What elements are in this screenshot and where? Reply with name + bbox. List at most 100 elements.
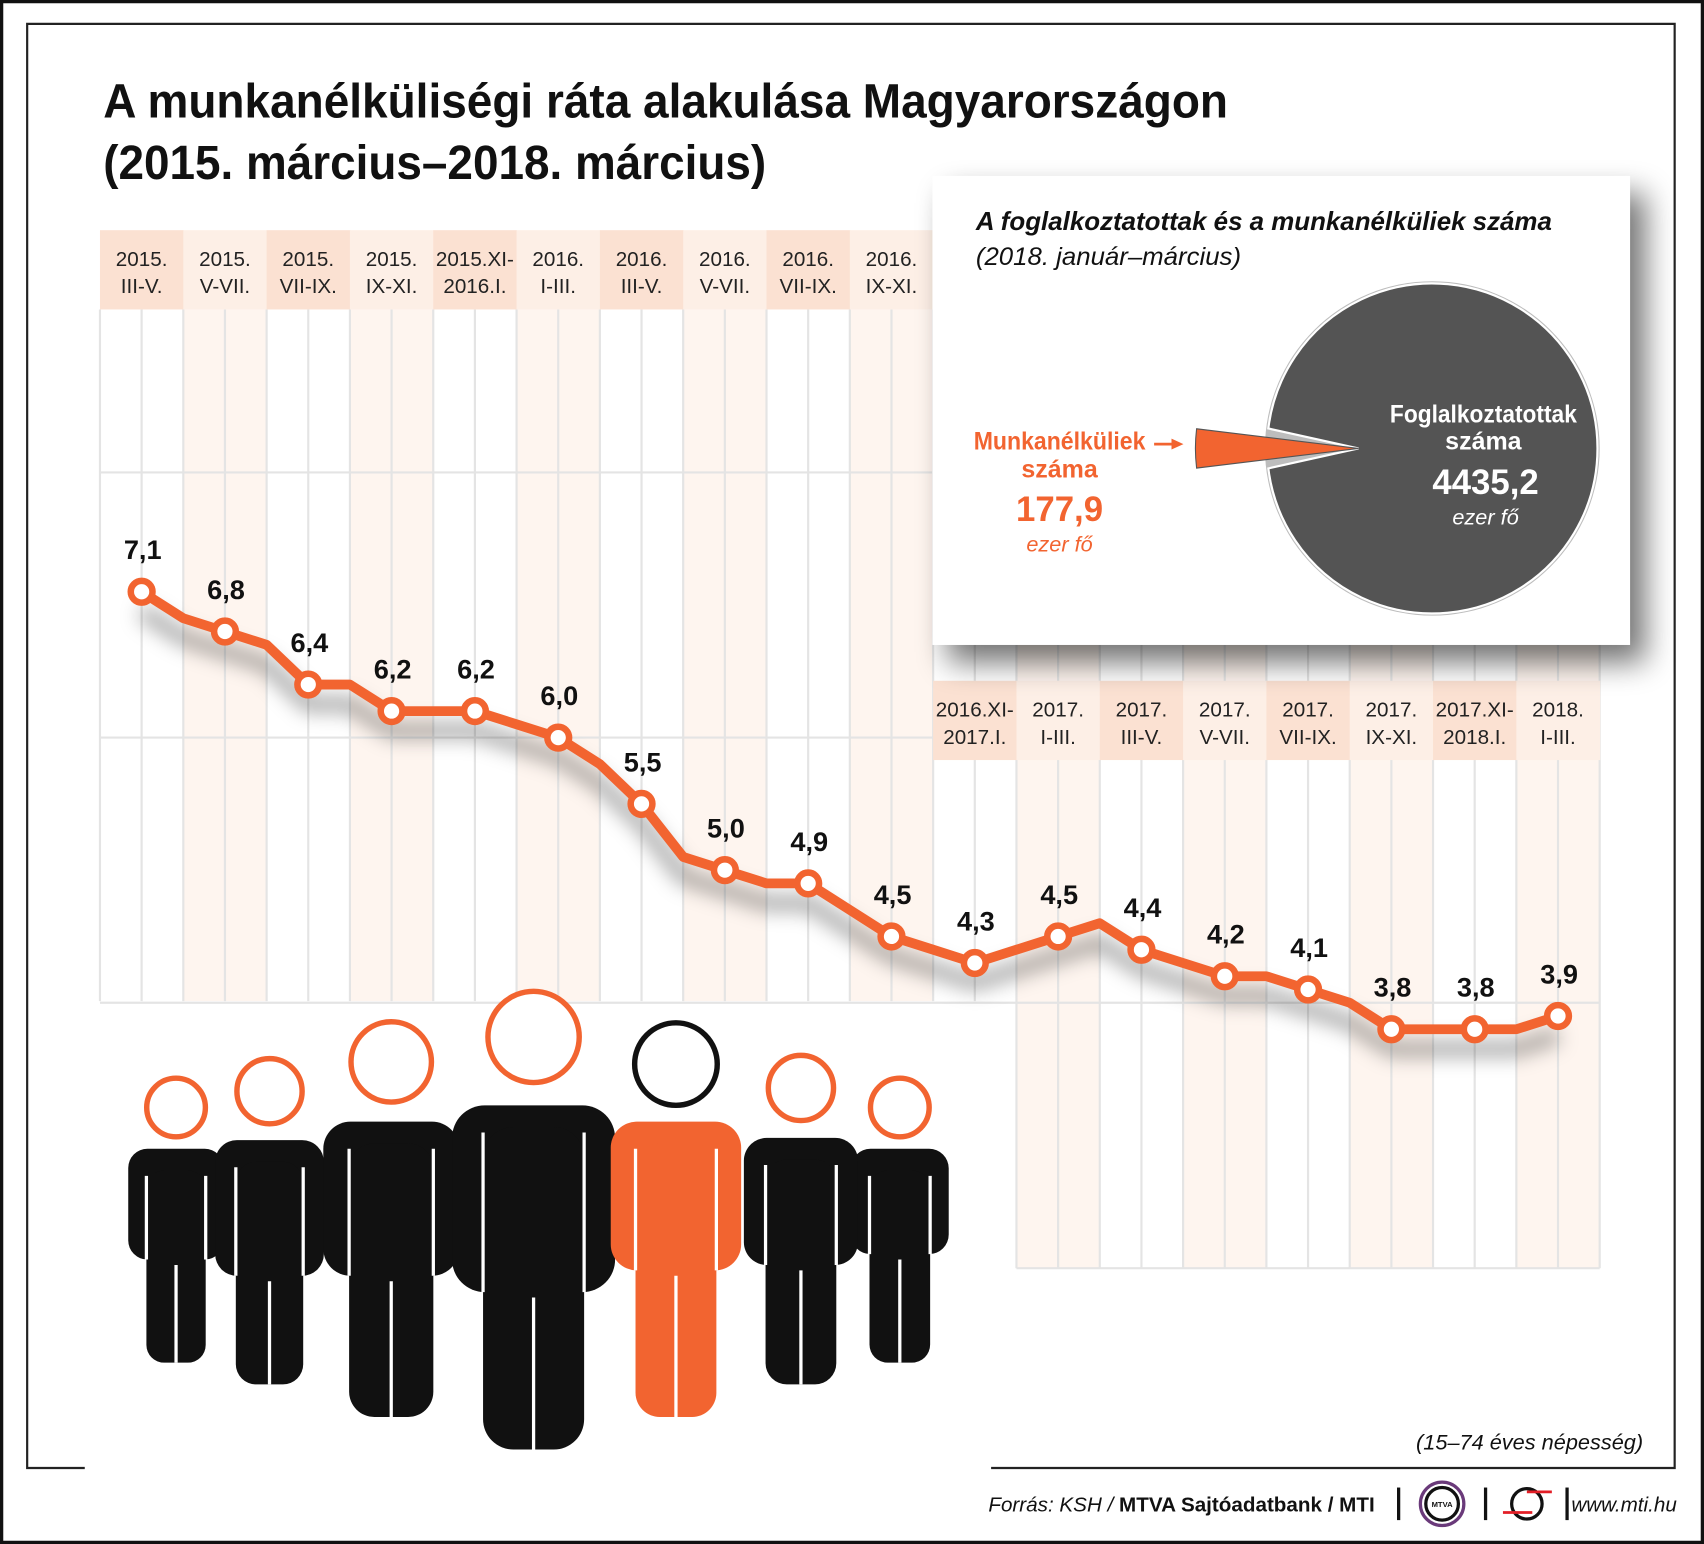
person-head-icon [631,1020,720,1109]
period-header-label: 2016.XI- [936,699,1014,722]
period-header-label: 2017. [1282,699,1334,722]
period-header-label: 2016. [616,248,668,271]
data-point-marker [294,670,323,699]
data-point-marker [210,617,240,646]
line-series: 7,1 6,8 6,4 6,2 6,2 6,0 5,5 5,0 4,9 4,5 4,3 4,5 4,4 4… [124,534,1578,1057]
person-head-icon [867,1075,932,1140]
person-legs [483,1127,585,1450]
data-label: 3,8 [1457,972,1495,1003]
person-head-icon [348,1019,435,1105]
period-header-label: III-V. [1121,726,1163,749]
data-point-marker [377,696,406,726]
pie-unit-employed: ezer fő [1452,504,1519,529]
person-figure [323,1019,460,1417]
person-legs [349,1143,434,1417]
period-header-cell [99,230,184,310]
period-header-cell [516,230,601,310]
period-header-label: III-V. [121,275,163,298]
data-point-marker [1460,1015,1489,1044]
period-header-label: 2018. [1532,699,1584,722]
data-point-marker [794,869,823,898]
source-prefix: Forrás: KSH / [988,1493,1119,1516]
pie-label-employed-line2: száma [1445,428,1522,456]
data-label: 4,4 [1124,892,1162,923]
mti-logo[interactable] [1502,1486,1552,1521]
period-header-cell [266,230,351,310]
data-point-marker [544,723,573,752]
period-header-label: 2015. [199,248,251,271]
data-label: 6,2 [374,654,412,685]
period-header-label: I-III. [1040,726,1076,749]
page-title-line2: (2015. március–2018. március) [103,137,766,190]
pie-inset: A foglalkoztatottak és a munkanélküliek … [932,175,1646,663]
data-point-marker [710,856,739,885]
period-header-label: VII-IX. [779,275,836,298]
period-header-cell [1433,680,1517,761]
data-point-marker [127,577,156,606]
footnote: (15–74 éves népesség) [1416,1430,1643,1455]
period-header-label: VII-IX. [1279,726,1336,749]
source-line: Forrás: KSH / MTVA Sajtóadatbank / MTI [988,1493,1374,1516]
pie-title: A foglalkoztatottak és a munkanélküliek … [975,206,1552,236]
period-header-label: IX-XI. [1366,726,1418,749]
website-link[interactable]: www.mti.hu [1571,1493,1677,1516]
period-header-label: 2016. [532,248,584,271]
data-label: 6,4 [290,627,328,658]
person-head-icon [765,1052,837,1124]
period-header-cell [1266,680,1351,761]
person-figure [850,1075,949,1363]
data-point-marker [960,948,989,978]
data-label: 3,8 [1374,972,1412,1003]
data-point-marker [877,922,906,951]
data-point-marker [460,696,490,726]
pie-subtitle: (2018. január–március) [976,243,1241,271]
period-header-label: 2017.I. [943,726,1006,749]
person-head-icon [143,1075,209,1140]
period-header-label: V-VII. [200,275,250,298]
page-title-line1: A munkanélküliségi ráta alakulása Magyar… [103,75,1228,128]
data-point-marker [1043,922,1073,951]
period-header-label: III-V. [621,275,663,298]
person-figure [452,988,616,1450]
inner-frame [26,22,1676,1470]
period-header-cell [1516,680,1601,761]
unemployment-rate-line [139,587,1560,1035]
pie-label-employed-line1: Foglalkoztatottak [1390,400,1577,428]
period-header-label: V-VII. [700,275,750,298]
data-label: 4,5 [874,879,912,910]
data-point-marker [1127,935,1156,964]
period-header-label: 2015. [366,248,418,271]
period-header-label: I-III. [540,275,576,298]
data-point-marker [627,789,656,818]
period-header-label: I-III. [1540,726,1576,749]
period-header-label: 2017.XI- [1436,699,1514,722]
period-headers: 2015. III-V. 2015. V-VII. 2015. VII-IX. 2015. I… [99,230,1601,761]
period-header-label: 2018.I. [1443,726,1506,749]
pie-unit-unemployed: ezer fő [1026,532,1093,557]
period-header-label: 2016. [866,248,918,271]
period-header-label: 2017. [1116,699,1168,722]
period-header-label: IX-XI. [366,275,418,298]
pie-value-employed: 4435,2 [1432,464,1538,502]
period-header-label: 2017. [1032,699,1084,722]
period-header-label: 2016. [699,248,751,271]
period-header-label: 2015.XI- [436,248,514,271]
data-label: 4,9 [790,826,828,857]
pie-value-unemployed: 177,9 [1016,491,1103,529]
mtva-logo[interactable]: MTVA [1418,1480,1466,1528]
period-header-cell [766,230,851,310]
period-header-cell [683,230,768,310]
period-header-label: V-VII. [1200,726,1250,749]
period-header-cell [933,680,1018,761]
pie-label-unemployed-line1: Munkanélküliek [974,428,1146,456]
period-header-cell [1099,680,1184,761]
person-head-icon [485,988,582,1086]
line-shadow [137,604,1561,1057]
data-label: 4,1 [1290,932,1328,963]
pie-slice-unemployed [1194,428,1359,469]
person-figure [128,1075,224,1363]
pie-slice-employed [1267,282,1599,615]
period-header-label: VII-IX. [280,275,337,298]
